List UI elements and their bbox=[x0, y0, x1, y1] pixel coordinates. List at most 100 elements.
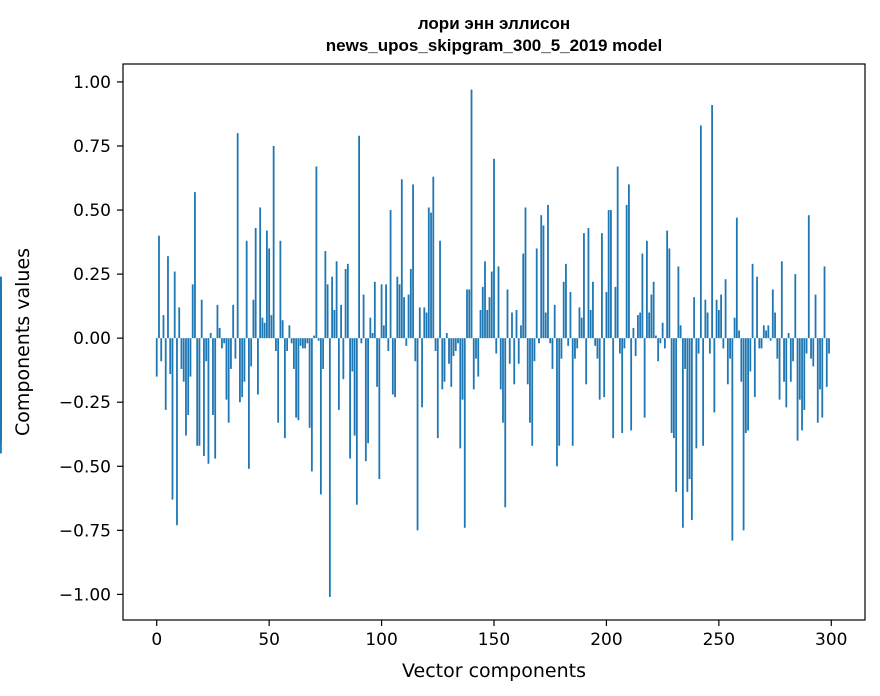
bar-99 bbox=[378, 338, 381, 480]
bar-289 bbox=[805, 338, 808, 354]
bar-105 bbox=[391, 338, 394, 395]
bar-298 bbox=[825, 338, 828, 387]
bar-14 bbox=[187, 338, 190, 416]
bar-64 bbox=[299, 338, 302, 346]
bar-29 bbox=[221, 338, 223, 349]
bar-149 bbox=[490, 271, 493, 339]
bar-276 bbox=[776, 338, 779, 359]
bar-137 bbox=[463, 338, 466, 528]
bar-186 bbox=[574, 338, 576, 359]
bar-41 bbox=[248, 338, 250, 469]
bar-119 bbox=[423, 307, 426, 339]
bar-218 bbox=[646, 240, 648, 339]
bar-61 bbox=[292, 338, 295, 369]
bar-123 bbox=[432, 176, 435, 339]
bar-286 bbox=[798, 338, 801, 400]
bar-4 bbox=[164, 338, 167, 410]
bar-116 bbox=[416, 338, 419, 531]
bar-76 bbox=[326, 284, 329, 339]
bar-167 bbox=[531, 338, 534, 446]
y-axis-label: Components values bbox=[12, 248, 34, 436]
chart-subtitle: news_upos_skipgram_300_5_2019 model bbox=[326, 36, 662, 55]
bar-32 bbox=[227, 338, 230, 423]
bar-191 bbox=[585, 338, 588, 385]
y-tick-label: 0.25 bbox=[73, 265, 111, 285]
y-tick-label: 0.50 bbox=[73, 201, 111, 221]
bar-171 bbox=[540, 215, 543, 339]
bar-58 bbox=[286, 338, 289, 351]
y-tick-label: 1.00 bbox=[73, 73, 111, 93]
bar-195 bbox=[594, 338, 597, 346]
bar-118 bbox=[421, 338, 423, 408]
bar-9 bbox=[176, 338, 178, 526]
y-tick-label: −0.75 bbox=[59, 521, 111, 541]
bar-126 bbox=[439, 240, 441, 339]
bar-33 bbox=[230, 338, 232, 369]
bar-57 bbox=[283, 338, 286, 439]
bar-24 bbox=[209, 333, 212, 339]
bar-46 bbox=[259, 207, 262, 339]
bar-278 bbox=[780, 261, 783, 339]
bar-184 bbox=[569, 292, 572, 339]
bar-77 bbox=[328, 338, 331, 597]
bar-185 bbox=[571, 338, 574, 446]
bar-35 bbox=[234, 338, 237, 359]
bar-86 bbox=[349, 338, 351, 459]
bar-172 bbox=[542, 225, 545, 339]
bar-98 bbox=[376, 338, 378, 387]
bar-262 bbox=[744, 338, 747, 433]
bar-222 bbox=[654, 335, 657, 339]
bar-200 bbox=[605, 292, 608, 339]
bar-267 bbox=[756, 276, 758, 339]
x-tick-label: 300 bbox=[815, 630, 847, 650]
bar-251 bbox=[720, 294, 722, 339]
bar-36 bbox=[236, 133, 239, 339]
bar-90 bbox=[358, 135, 360, 339]
bar-173 bbox=[544, 312, 547, 339]
bar-96 bbox=[371, 333, 374, 339]
bar-140 bbox=[470, 89, 473, 339]
bar-153 bbox=[499, 338, 502, 390]
bar-202 bbox=[610, 210, 612, 339]
bar-214 bbox=[637, 315, 639, 339]
bar-129 bbox=[445, 333, 448, 339]
bar-73 bbox=[319, 338, 322, 495]
bar-79 bbox=[333, 309, 336, 339]
bar-284 bbox=[794, 274, 797, 339]
bar-223 bbox=[657, 338, 660, 362]
bar-undefined bbox=[0, 338, 2, 387]
bar-250 bbox=[717, 309, 720, 339]
bar-277 bbox=[778, 338, 781, 400]
x-tick-label: 0 bbox=[151, 630, 162, 650]
bar-15 bbox=[189, 338, 192, 377]
bar-97 bbox=[373, 281, 376, 339]
bar-212 bbox=[632, 327, 635, 339]
bar-117 bbox=[418, 307, 421, 339]
bar-265 bbox=[751, 263, 754, 339]
bar-176 bbox=[551, 338, 554, 369]
bar-112 bbox=[407, 294, 410, 339]
bar-150 bbox=[493, 158, 495, 339]
bar-59 bbox=[288, 325, 291, 339]
bar-196 bbox=[596, 338, 599, 359]
bar-166 bbox=[529, 338, 531, 423]
bar-183 bbox=[567, 338, 570, 346]
bar-27 bbox=[216, 304, 219, 339]
bar-8 bbox=[173, 271, 176, 339]
bar-67 bbox=[306, 338, 309, 344]
bar-69 bbox=[310, 338, 313, 472]
bar-145 bbox=[481, 286, 484, 339]
bar-72 bbox=[317, 338, 320, 341]
bar-143 bbox=[477, 338, 480, 377]
bar-56 bbox=[281, 320, 284, 339]
bar-240 bbox=[695, 338, 698, 449]
bar-17 bbox=[194, 192, 196, 339]
bar-30 bbox=[223, 338, 226, 344]
bar-68 bbox=[308, 338, 311, 428]
bar-226 bbox=[663, 338, 666, 349]
bar-37 bbox=[239, 338, 241, 403]
bar-131 bbox=[450, 338, 453, 387]
bar-146 bbox=[484, 261, 486, 339]
bar-1 bbox=[158, 235, 160, 339]
bar-34 bbox=[232, 304, 235, 339]
